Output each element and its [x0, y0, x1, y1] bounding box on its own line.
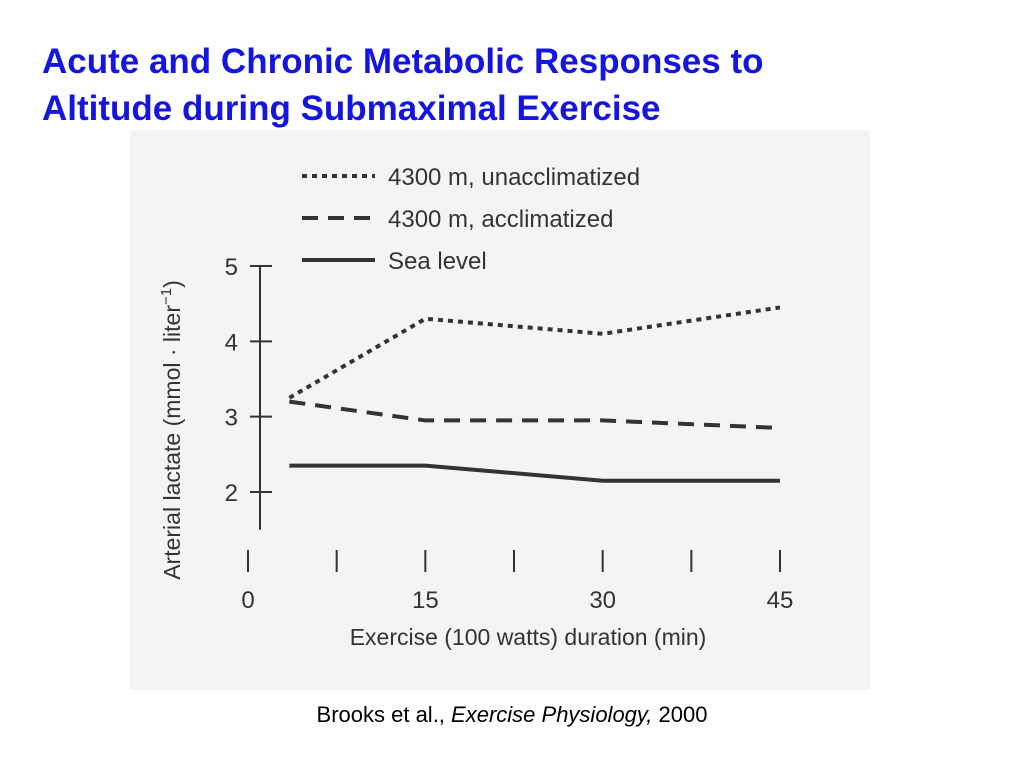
- chart-figure: 2 3 4 5 0 15 30 45 4300 m, unacclimatized 4300 m…: [130, 130, 870, 690]
- citation-authors: Brooks et al.,: [316, 702, 445, 727]
- slide-title: Acute and Chronic Metabolic Responses to…: [42, 38, 942, 132]
- citation: Brooks et al., Exercise Physiology, 2000: [0, 702, 1024, 728]
- x-tick-label: 30: [589, 587, 616, 614]
- y-tick-label: 5: [225, 254, 238, 281]
- y-axis-label-close: ): [159, 280, 185, 288]
- y-tick-label: 2: [225, 480, 238, 507]
- chart-series: [288, 305, 781, 483]
- y-axis-label: Arterial lactate (mmol · liter−1): [158, 280, 185, 580]
- x-tick-label: 15: [412, 587, 439, 614]
- x-axis-label: Exercise (100 watts) duration (min): [350, 624, 707, 650]
- legend-label: 4300 m, unacclimatized: [388, 164, 640, 191]
- series-line-3: [289, 463, 780, 483]
- legend-label: 4300 m, acclimatized: [388, 206, 613, 233]
- citation-book: Exercise Physiology,: [451, 702, 653, 727]
- legend-label: Sea level: [388, 248, 487, 275]
- citation-year: 2000: [658, 702, 708, 727]
- series-line-2: [289, 399, 781, 430]
- x-tick-label: 0: [241, 587, 254, 614]
- y-axis-label-text: Arterial lactate (mmol · liter: [159, 305, 185, 580]
- chart-legend: 4300 m, unacclimatized 4300 m, acclimatiz…: [302, 164, 640, 275]
- y-tick-label: 3: [225, 405, 238, 432]
- series-line-1: [288, 305, 781, 400]
- slide-title-line-1: Acute and Chronic Metabolic Responses to: [42, 42, 764, 81]
- y-tick-label: 4: [225, 329, 238, 356]
- y-axis-label-superscript: −1: [158, 288, 175, 305]
- slide-title-line-2: Altitude during Submaximal Exercise: [42, 89, 661, 128]
- x-tick-label: 45: [767, 587, 794, 614]
